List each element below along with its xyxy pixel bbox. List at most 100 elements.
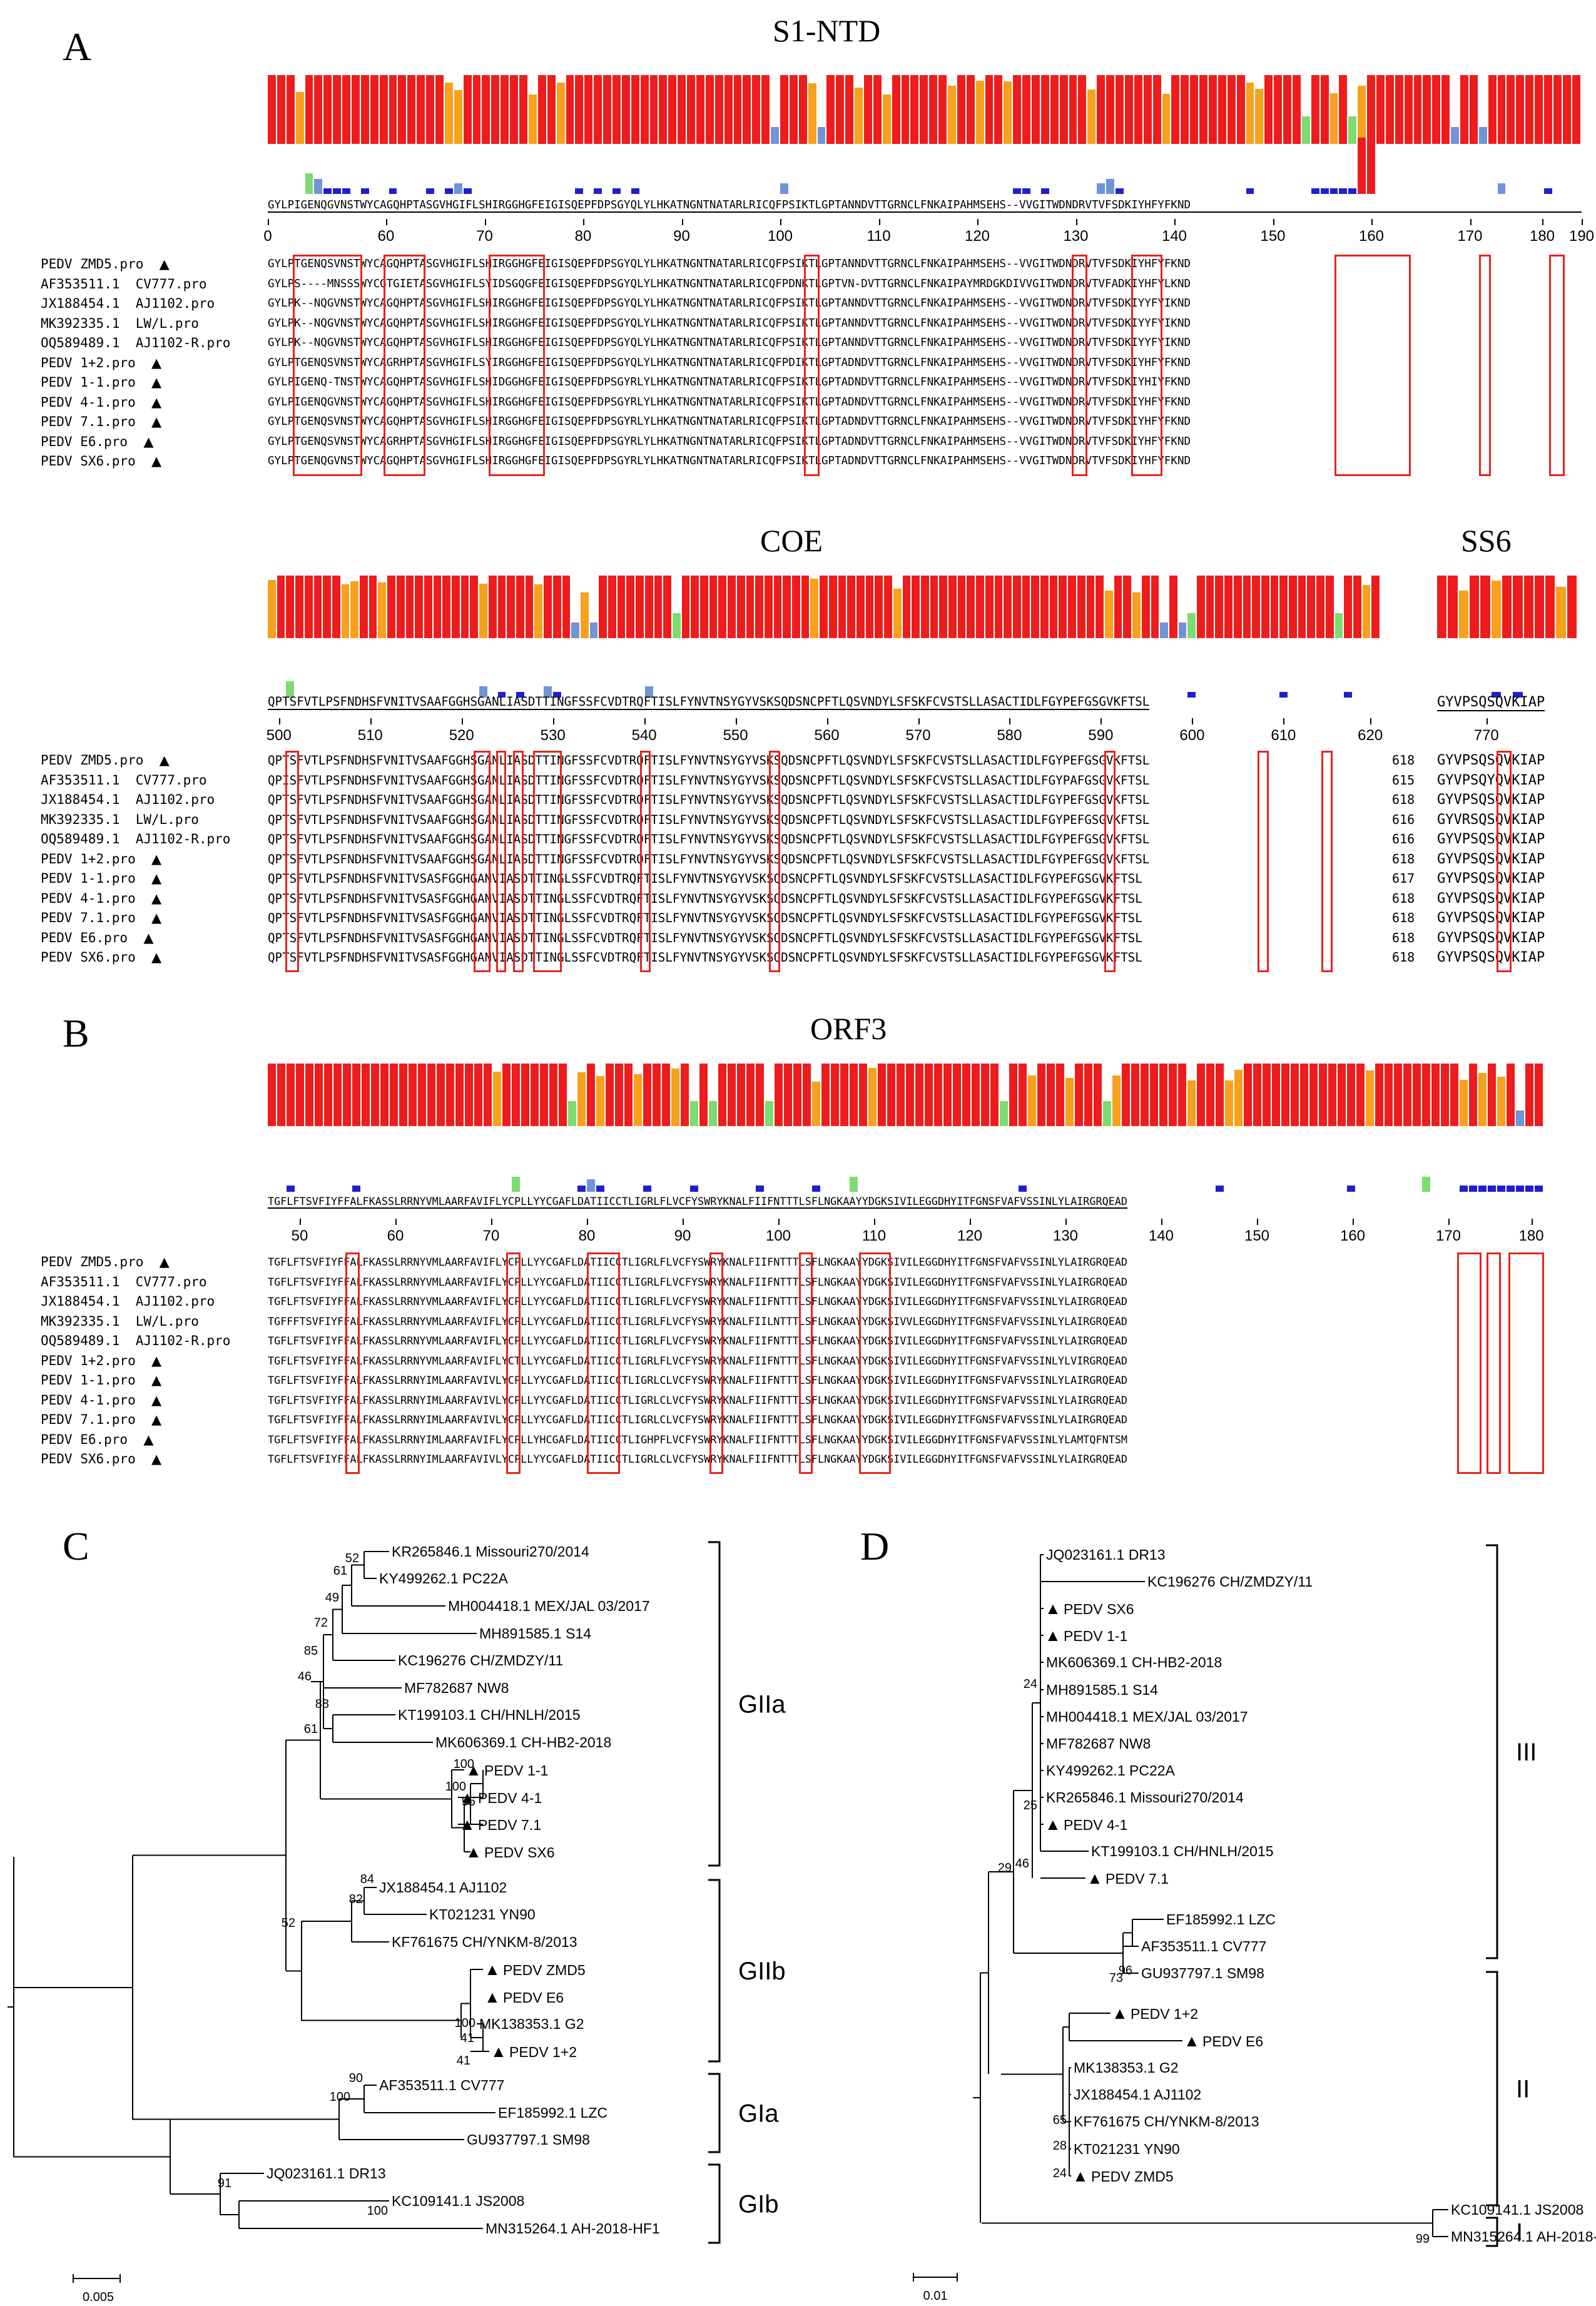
conservation-bar xyxy=(775,1064,783,1126)
triangle-marker: ▲ xyxy=(143,434,154,449)
consensus-ss6: GYVPSQSQVKIAP xyxy=(1437,694,1545,711)
conservation-bar xyxy=(1300,1064,1308,1126)
conservation-bar xyxy=(1307,576,1316,638)
bootstrap-value: 52 xyxy=(345,1552,359,1565)
conservation-bar xyxy=(752,75,761,144)
conservation-bar xyxy=(596,1075,604,1126)
conservation-bar xyxy=(948,85,956,144)
conservation-bar xyxy=(1132,592,1141,638)
conservation-bar xyxy=(1122,1064,1130,1126)
ruler-label: 160 xyxy=(1339,1227,1366,1244)
conservation-bar xyxy=(360,576,368,638)
ruler-label: 180 xyxy=(1529,228,1555,245)
conservation-bar xyxy=(559,1064,567,1126)
conservation-bar xyxy=(1488,1064,1496,1126)
conservation-bar xyxy=(934,1064,942,1126)
conservation-bar xyxy=(887,1064,895,1126)
leaf-label: KF761675 CH/YNKM-8/2013 xyxy=(1074,2113,1259,2130)
leaf-label: MK606369.1 CH-HB2-2018 xyxy=(435,1734,611,1750)
ruler-tick xyxy=(386,219,387,225)
group-label: III xyxy=(1516,1739,1537,1766)
conservation-bar xyxy=(1535,75,1543,144)
region-title-coe: COE xyxy=(760,523,823,558)
alignment-row: QPTSFVTLPSFNDHSFVNITVSAAFGGHSGANLIASDTTI… xyxy=(268,793,1150,807)
conservation-bar xyxy=(1394,1064,1402,1126)
sequence-name: JX188454.1 AJ1102.pro xyxy=(41,792,215,807)
variant-box xyxy=(512,751,524,972)
leaf-label: MH004418.1 MEX/JAL 03/2017 xyxy=(448,1598,650,1614)
ruler-label: 180 xyxy=(1518,1227,1544,1244)
sequence-name: PEDV 1+2.pro ▲ xyxy=(41,1353,162,1368)
ruler-label: 140 xyxy=(1148,1227,1174,1244)
conservation-bar xyxy=(1236,75,1245,144)
conservation-bar xyxy=(268,75,276,144)
end-position: 618 xyxy=(1392,950,1415,965)
alignment-row: TGFLFTSVFIYFFALFKASSLRRNYIMLAARFAVIVLYCP… xyxy=(268,1413,1128,1426)
leaf-label: PEDV SX6 xyxy=(484,1844,555,1861)
ruler-tick xyxy=(491,1219,492,1225)
group-bracket xyxy=(708,2163,721,2244)
conservation-bar xyxy=(1292,75,1301,144)
conservation-bar xyxy=(1056,1064,1064,1126)
leaf-label: PEDV 4-1 xyxy=(478,1790,542,1806)
conservation-bar xyxy=(1000,1101,1008,1126)
end-position: 618 xyxy=(1392,930,1415,945)
conservation-bar xyxy=(765,1101,773,1126)
variability-mark xyxy=(426,188,435,194)
end-position: 616 xyxy=(1392,811,1415,827)
conservation-bar xyxy=(463,75,472,144)
ruler-tick xyxy=(1273,219,1274,225)
conservation-bar xyxy=(1413,75,1422,144)
variant-box xyxy=(1548,255,1565,476)
variability-mark xyxy=(544,686,552,698)
ruler-label: 150 xyxy=(1260,228,1286,245)
conservation-bar xyxy=(1178,622,1187,638)
conservation-bar xyxy=(1187,613,1196,638)
conservation-bar xyxy=(1376,75,1385,144)
conservation-bar xyxy=(399,1064,407,1126)
conservation-bar xyxy=(798,75,807,144)
conservation-bar xyxy=(1460,75,1468,144)
ruler-tick xyxy=(1531,1219,1533,1225)
ruler-orf3: 50 60 70 80 90 100 110 120 130 140 150 160 170 180 xyxy=(268,1219,1544,1250)
conservation-bar xyxy=(287,1064,295,1126)
conservation-bar xyxy=(801,576,810,638)
bootstrap-value: 96 xyxy=(1119,1964,1132,1978)
leaf-label: PEDV 1-1 xyxy=(1064,1628,1127,1644)
conservation-bar xyxy=(1469,576,1480,638)
leaf-label: PEDV ZMD5 xyxy=(503,1962,586,1978)
conservation-bar xyxy=(1556,586,1566,638)
leaf-label: KR265846.1 Missouri270/2014 xyxy=(1046,1789,1244,1806)
variability-mark xyxy=(587,1179,595,1192)
end-positions-coe: 618 615 618 616 616 618 617 618 618 618 618 xyxy=(1392,751,1415,968)
leaf-label: KF761675 CH/YNKM-8/2013 xyxy=(392,1934,577,1950)
variability-mark xyxy=(516,691,524,698)
conservation-bar xyxy=(323,576,331,638)
ruler-tick xyxy=(1174,219,1176,225)
sequence-name: PEDV SX6.pro ▲ xyxy=(41,1451,162,1466)
conservation-bar xyxy=(407,75,416,144)
bootstrap-value: 84 xyxy=(360,1872,374,1886)
conservation-bar xyxy=(437,1064,445,1126)
ruler-tick xyxy=(878,219,880,225)
variability-mark xyxy=(1246,188,1254,194)
conservation-bar xyxy=(409,1064,417,1126)
bootstrap-value: 100 xyxy=(455,2016,475,2030)
variant-box xyxy=(639,751,651,972)
conservation-bar xyxy=(845,75,854,144)
region-title-orf3: ORF3 xyxy=(810,1011,887,1046)
conservation-bar xyxy=(1371,576,1380,638)
ruler-tick xyxy=(1257,1219,1258,1225)
conservation-bar xyxy=(826,75,835,144)
conservation-bar xyxy=(957,576,966,638)
conservation-bar xyxy=(1451,126,1459,144)
conservation-bar xyxy=(910,75,919,144)
conservation-bar xyxy=(1301,116,1310,144)
ruler-tick xyxy=(778,1219,780,1225)
scale-label: 0.01 xyxy=(923,2289,948,2303)
conservation-bar xyxy=(1480,576,1490,638)
conservation-bar xyxy=(507,576,515,638)
conservation-bar xyxy=(714,75,723,144)
leaf-label: KC109141.1 JS2008 xyxy=(1451,2202,1583,2218)
